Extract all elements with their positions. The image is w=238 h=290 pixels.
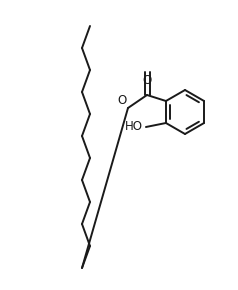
Text: O: O bbox=[117, 95, 127, 108]
Text: HO: HO bbox=[125, 121, 143, 133]
Text: O: O bbox=[142, 75, 152, 88]
